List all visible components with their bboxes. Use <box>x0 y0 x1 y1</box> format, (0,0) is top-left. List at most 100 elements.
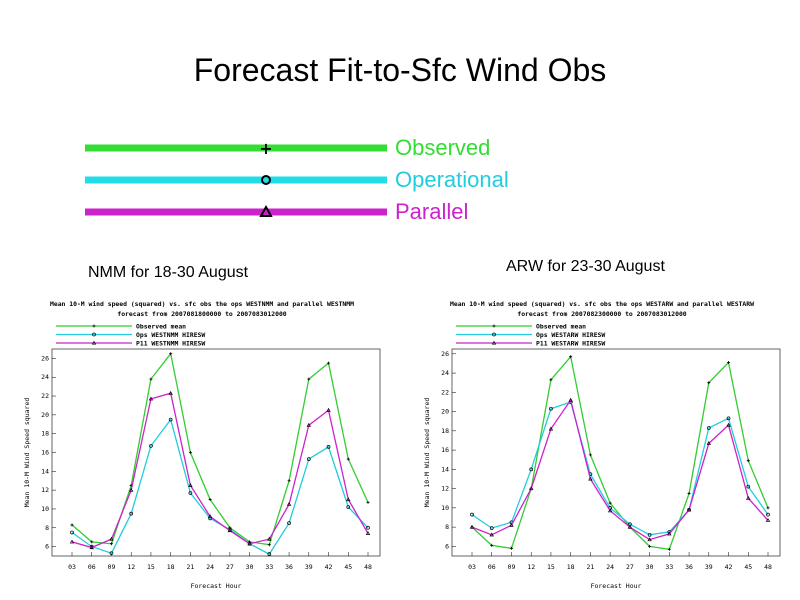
data-point <box>766 512 770 517</box>
data-point <box>766 506 770 510</box>
x-axis-label: Forecast Hour <box>191 582 242 590</box>
data-point <box>509 546 513 550</box>
data-point <box>307 377 311 381</box>
data-point <box>529 467 534 472</box>
data-point <box>607 508 613 513</box>
data-point <box>568 397 573 402</box>
data-point <box>109 551 114 556</box>
data-point <box>346 457 350 461</box>
y-tick-label: 16 <box>441 446 449 454</box>
data-point <box>686 507 692 512</box>
data-point <box>306 457 311 461</box>
data-point <box>168 417 173 422</box>
chart-legend-label: P11 WESTNMM HIRESW <box>136 340 205 348</box>
y-tick-label: 10 <box>41 505 49 513</box>
chart-legend-marker <box>491 340 497 345</box>
data-point <box>687 491 691 495</box>
slide-legend-lines: + <box>85 139 387 217</box>
x-tick-label: 06 <box>488 563 496 571</box>
data-point <box>647 532 652 537</box>
x-tick-label: 09 <box>508 563 516 571</box>
y-tick-label: 24 <box>41 373 49 381</box>
data-point <box>627 524 633 529</box>
x-tick-label: 15 <box>547 563 555 571</box>
x-tick-label: 42 <box>325 563 333 571</box>
data-point <box>648 544 652 548</box>
chart-legend-label: Ops WESTARW HIRESW <box>536 331 605 339</box>
x-axis-label: Forecast Hour <box>591 582 642 590</box>
x-tick-label: 33 <box>265 563 273 571</box>
chart-title: Mean 10-M wind speed (squared) vs. sfc o… <box>450 300 754 308</box>
x-tick-label: 24 <box>606 563 614 571</box>
chart-legend-label: Ops WESTNMM HIRESW <box>136 331 205 339</box>
x-tick-label: 15 <box>147 563 155 571</box>
data-point <box>746 484 751 489</box>
data-point <box>528 486 534 491</box>
legend-marker-circle-icon <box>261 175 271 185</box>
y-tick-label: 14 <box>441 465 449 473</box>
data-point <box>227 528 233 533</box>
y-tick-label: 10 <box>441 504 449 512</box>
y-tick-label: 22 <box>41 392 49 400</box>
x-tick-label: 42 <box>725 563 733 571</box>
data-point <box>188 483 193 487</box>
data-point <box>70 530 74 535</box>
data-point <box>129 511 134 516</box>
x-tick-label: 48 <box>764 563 772 571</box>
chart-title: Mean 10-M wind speed (squared) vs. sfc o… <box>50 300 354 308</box>
data-point <box>326 445 331 449</box>
data-point <box>746 495 751 500</box>
legend-label-observed: Observed <box>395 135 491 160</box>
data-point <box>286 501 292 506</box>
x-tick-label: 48 <box>364 563 372 571</box>
data-point <box>208 498 212 502</box>
x-tick-label: 39 <box>305 563 313 571</box>
y-tick-label: 6 <box>445 542 449 550</box>
x-tick-label: 36 <box>685 563 693 571</box>
data-point <box>267 536 272 541</box>
y-tick-label: 24 <box>441 369 449 377</box>
legend-marker-plus-icon: + <box>259 139 272 158</box>
data-point <box>247 541 252 546</box>
y-tick-label: 12 <box>41 486 49 494</box>
data-point <box>667 531 672 536</box>
x-tick-label: 18 <box>167 563 175 571</box>
data-point <box>149 377 153 381</box>
data-point <box>569 355 573 359</box>
data-point <box>366 500 370 504</box>
x-tick-label: 27 <box>626 563 634 571</box>
y-tick-label: 8 <box>445 523 449 531</box>
legend-marker-triangle-icon <box>259 204 273 217</box>
data-point <box>306 422 312 427</box>
data-point <box>188 491 193 495</box>
data-point <box>169 352 173 356</box>
data-point <box>188 451 192 454</box>
y-tick-label: 26 <box>41 354 49 362</box>
chart-nmm: Mean 10-M wind speed (squared) vs. sfc o… <box>23 300 381 590</box>
data-point <box>588 453 592 457</box>
chart-legend-label: Observed mean <box>536 323 586 331</box>
data-point <box>548 426 554 431</box>
data-point <box>267 543 271 547</box>
series-line <box>71 418 369 555</box>
y-tick-label: 18 <box>41 430 49 438</box>
data-point <box>706 441 712 445</box>
x-tick-label: 21 <box>186 563 194 571</box>
data-point <box>69 539 75 544</box>
x-tick-label: 27 <box>226 563 234 571</box>
x-tick-label: 24 <box>206 563 214 571</box>
data-point <box>109 542 113 546</box>
chart-legend-label: Observed mean <box>136 323 186 331</box>
chart-legend-label: P11 WESTARW HIRESW <box>536 340 605 348</box>
series-line <box>471 401 769 536</box>
data-point <box>267 552 272 556</box>
chart-legend-marker <box>92 332 96 337</box>
data-point <box>149 444 153 448</box>
data-point <box>727 360 731 364</box>
series-line <box>471 398 769 541</box>
chart-arw: Mean 10-M wind speed (squared) vs. sfc o… <box>423 300 781 590</box>
x-tick-label: 06 <box>88 563 96 571</box>
x-tick-label: 09 <box>108 563 116 571</box>
series-line <box>71 392 369 549</box>
data-point <box>470 512 474 517</box>
